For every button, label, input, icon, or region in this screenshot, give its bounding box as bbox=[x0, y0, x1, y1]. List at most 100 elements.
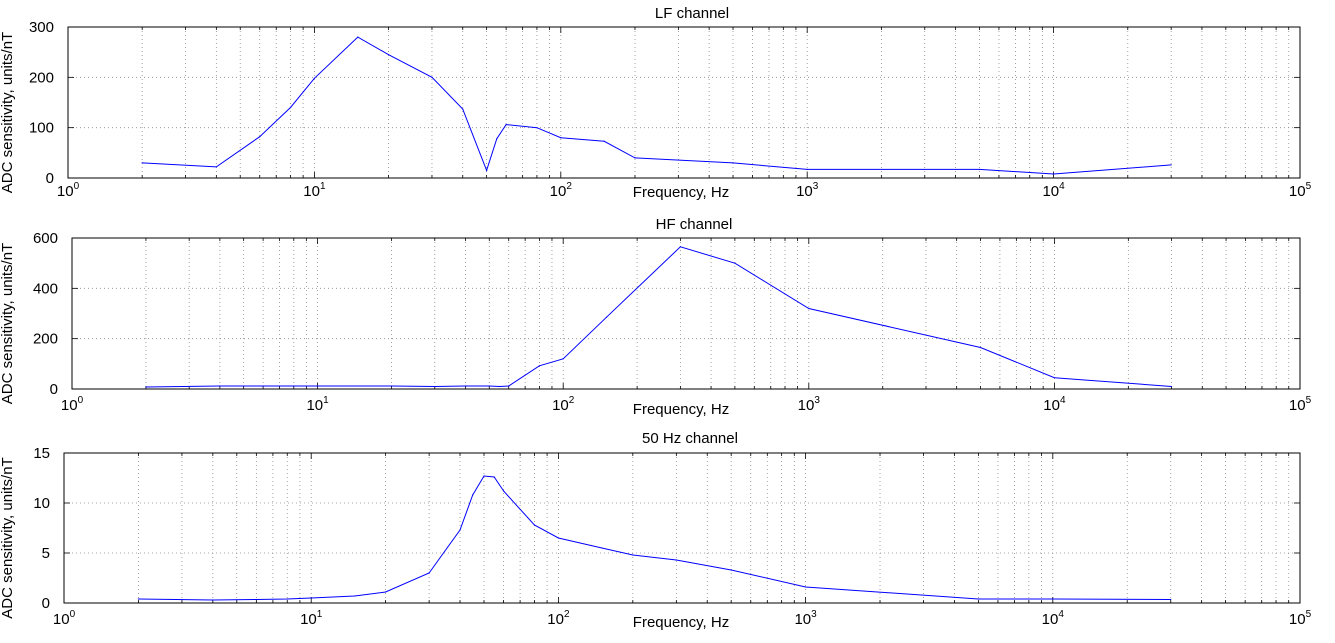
x-tick-label: 103 bbox=[798, 395, 821, 414]
data-point bbox=[730, 569, 732, 571]
data-point bbox=[434, 385, 436, 388]
data-point bbox=[502, 490, 505, 492]
data-point bbox=[533, 524, 536, 526]
data-point bbox=[215, 166, 217, 168]
data-point bbox=[1053, 173, 1055, 175]
x-tick-label: 101 bbox=[306, 395, 329, 414]
data-point bbox=[212, 599, 214, 601]
data-point bbox=[562, 358, 564, 360]
x-axis-label: Frequency, Hz bbox=[633, 614, 729, 631]
x-tick-label: 103 bbox=[794, 609, 817, 628]
x-tick-label: 100 bbox=[57, 181, 80, 200]
x-tick-label: 103 bbox=[796, 181, 819, 200]
y-tick-label: 600 bbox=[33, 230, 58, 247]
x-tick-label: 100 bbox=[61, 395, 84, 414]
data-point bbox=[979, 346, 982, 349]
y-tick-label: 400 bbox=[33, 280, 58, 297]
data-point bbox=[293, 385, 295, 387]
x-tick-label: 101 bbox=[303, 181, 326, 200]
data-point bbox=[496, 138, 498, 140]
data-point bbox=[1170, 164, 1172, 166]
x-tick-label: 105 bbox=[1289, 181, 1312, 200]
y-tick-label: 200 bbox=[29, 69, 54, 86]
plot-frame bbox=[67, 26, 1301, 179]
data-point bbox=[1053, 377, 1055, 379]
y-tick-label: 0 bbox=[42, 595, 50, 612]
series-line bbox=[138, 475, 1171, 601]
y-tick-label: 0 bbox=[50, 381, 58, 398]
data-point bbox=[317, 385, 319, 387]
data-point bbox=[978, 168, 981, 171]
data-point bbox=[632, 554, 634, 556]
x-tick-label: 100 bbox=[53, 609, 76, 628]
data-point bbox=[459, 529, 461, 531]
x-tick-label: 102 bbox=[547, 609, 570, 628]
chart-panel-3: 0 5 10 15 100 101 102 103 104 105 50 Hz channel Fre… bbox=[0, 430, 1312, 631]
plot-frame bbox=[63, 452, 1301, 604]
data-point bbox=[493, 476, 495, 478]
data-point bbox=[498, 385, 501, 388]
data-point bbox=[488, 385, 490, 387]
series-line bbox=[145, 246, 1172, 388]
chart-panel-2: 0 200 400 600 100 101 102 103 104 105 HF channel Fr… bbox=[0, 216, 1312, 418]
y-tick-label: 10 bbox=[33, 495, 50, 512]
data-point bbox=[262, 385, 264, 387]
data-point bbox=[557, 537, 560, 539]
x-tick-label: 102 bbox=[550, 181, 573, 200]
data-point bbox=[679, 246, 681, 248]
data-point bbox=[560, 137, 562, 139]
data-point bbox=[357, 36, 359, 38]
data-point bbox=[1170, 598, 1172, 601]
y-tick-label: 100 bbox=[29, 120, 54, 137]
y-axis-label: ADC sensitivity, units/nT bbox=[0, 32, 16, 193]
data-point bbox=[536, 127, 538, 129]
data-point bbox=[605, 316, 608, 318]
data-point bbox=[805, 586, 807, 588]
data-point bbox=[387, 54, 390, 56]
data-point bbox=[675, 559, 677, 561]
y-tick-label: 200 bbox=[33, 331, 58, 348]
data-point bbox=[310, 597, 312, 599]
y-tick-label: 5 bbox=[42, 545, 50, 562]
data-point bbox=[428, 572, 430, 574]
plot-frame bbox=[71, 237, 1301, 390]
x-tick-label: 104 bbox=[1043, 395, 1066, 414]
data-point bbox=[538, 365, 540, 367]
data-point bbox=[313, 77, 315, 79]
data-point bbox=[219, 385, 221, 387]
x-tick-label: 105 bbox=[1289, 609, 1312, 628]
y-axis-label: ADC sensitivity, units/nT bbox=[0, 457, 16, 618]
data-point bbox=[385, 591, 387, 593]
data-point bbox=[1170, 385, 1173, 388]
y-tick-label: 300 bbox=[29, 19, 54, 36]
data-point bbox=[483, 475, 485, 477]
data-point bbox=[734, 262, 736, 264]
x-tick-label: 102 bbox=[552, 395, 575, 414]
x-tick-label: 104 bbox=[1042, 181, 1065, 200]
data-point bbox=[137, 598, 140, 600]
data-point bbox=[808, 307, 810, 310]
data-point bbox=[255, 598, 257, 601]
data-point bbox=[806, 168, 808, 171]
data-point bbox=[732, 162, 734, 164]
data-point bbox=[390, 385, 393, 387]
chart-title: HF channel bbox=[656, 216, 733, 233]
data-point bbox=[634, 157, 636, 159]
x-axis-label: Frequency, Hz bbox=[633, 401, 729, 418]
data-point bbox=[289, 106, 292, 109]
data-point bbox=[601, 547, 603, 549]
y-tick-label: 0 bbox=[46, 170, 54, 187]
y-tick-label: 15 bbox=[33, 445, 50, 462]
series-line bbox=[142, 36, 1172, 175]
chart-title: LF channel bbox=[655, 5, 729, 22]
data-point bbox=[603, 140, 605, 142]
data-point bbox=[145, 386, 147, 388]
data-point bbox=[464, 385, 467, 387]
x-tick-label: 101 bbox=[300, 609, 323, 628]
data-point bbox=[431, 76, 433, 78]
data-point bbox=[259, 136, 261, 138]
y-axis-label: ADC sensitivity, units/nT bbox=[0, 243, 16, 404]
data-point bbox=[505, 124, 507, 126]
